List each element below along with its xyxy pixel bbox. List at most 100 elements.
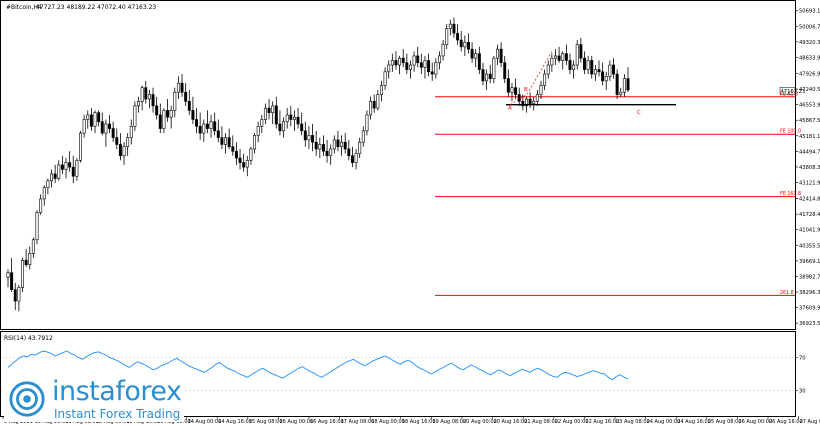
candle-body (408, 64, 412, 70)
fib-level-label: 261.8 (780, 290, 794, 296)
fibonacci-levels: FE 61.8 FE 100.0 FE 161.8 261.8 (435, 91, 801, 296)
price-tick-label: 50693.10 (799, 9, 820, 15)
candle-body (568, 60, 572, 70)
candle-body (300, 123, 304, 132)
candle-body (216, 130, 220, 138)
candle-body (17, 287, 21, 302)
time-tick-label: 19 Aug 08:00 (432, 419, 466, 425)
candle-body (64, 162, 68, 170)
candle-body (586, 60, 590, 70)
main-panel-frame (0, 0, 796, 330)
rsi-panel-frame (0, 331, 796, 417)
price-tick-label: 37609.90 (799, 306, 820, 312)
candle-body (198, 125, 202, 134)
candle-body (307, 135, 311, 141)
candle-body (89, 114, 93, 127)
candle-body (213, 121, 217, 132)
candle-body (209, 121, 213, 129)
candle-body (137, 101, 141, 107)
time-tick-label: 24 Aug 16:00 (677, 419, 711, 425)
candle-body (619, 91, 623, 95)
wave-label: A (508, 105, 512, 111)
candle-body (93, 112, 97, 127)
candle-body (314, 141, 318, 150)
candle-body (231, 146, 235, 152)
candle-body (129, 125, 133, 138)
candle-body (169, 110, 173, 118)
candle-body (108, 123, 111, 129)
candle-body (118, 144, 122, 157)
candle-body (285, 114, 289, 123)
candle-body (506, 78, 510, 93)
candle-body (296, 116, 300, 125)
candle-body (140, 87, 144, 102)
fib-level-label: FE 161.8 (780, 191, 801, 197)
candle-body (525, 98, 528, 107)
time-tick-label: 27 Aug 08:00 (800, 419, 820, 425)
candle-body (437, 55, 441, 64)
candle-body (220, 137, 224, 145)
candlesticks (6, 17, 630, 312)
candle-body (383, 71, 387, 86)
candle-body (303, 130, 307, 141)
candle-body (292, 116, 296, 120)
candle-body (441, 44, 445, 57)
price-tick-label: 47240.50 (799, 87, 820, 93)
time-tick-label: 20 Aug 16:00 (494, 419, 528, 425)
price-tick-label: 50006.70 (799, 24, 820, 30)
candle-body (60, 164, 64, 170)
time-tick-label: 12 Aug 00:00 (96, 419, 130, 425)
price-tick-label: 45181.10 (799, 134, 820, 140)
time-tick-label: 23 Aug 08:00 (616, 419, 650, 425)
candle-body (416, 55, 420, 64)
candle-body (242, 162, 246, 168)
candle-body (499, 48, 503, 64)
price-tick-label: 41728.40 (799, 212, 820, 218)
candle-body (579, 44, 583, 59)
candle-body (350, 155, 354, 163)
candle-body (39, 198, 43, 213)
price-tick-label: 43121.90 (799, 181, 820, 187)
price-tick-label: 47926.90 (799, 71, 820, 77)
time-tick-label: 16 Aug 00:00 (279, 419, 313, 425)
candle-body (615, 73, 619, 95)
price-tick-label: 40355.50 (799, 243, 820, 249)
candle-body (176, 82, 180, 93)
candle-body (249, 148, 253, 161)
candle-body (82, 119, 86, 134)
candle-body (543, 73, 547, 86)
candle-body (224, 137, 228, 145)
candle-body (202, 123, 206, 134)
candle-body (612, 64, 615, 75)
candle-body (423, 60, 427, 68)
price-tick-label: 41041.90 (799, 228, 820, 234)
price-tick-label: 42414.80 (799, 197, 820, 203)
candle-body (318, 144, 322, 150)
candle-body (191, 110, 195, 120)
time-tick-label: 20 Aug 00:00 (463, 419, 497, 425)
rsi-tick-label: 70 (799, 356, 806, 362)
candle-body (485, 73, 489, 82)
candle-body (336, 139, 340, 148)
fib-level-label: FE 100.0 (780, 129, 801, 135)
time-tick-label: 21 Aug 08:00 (524, 419, 558, 425)
price-tick-label: 44494.70 (799, 149, 820, 155)
candle-body (590, 60, 594, 75)
time-tick-label: 22 Aug 16:00 (585, 419, 619, 425)
candle-body (332, 139, 336, 150)
time-tick-label: 13 Aug 08:00 (157, 419, 191, 425)
candle-body (459, 39, 463, 48)
candle-body (369, 101, 373, 116)
ohlc-header: 47727.23 48189.22 47072.40 47163.23 (36, 4, 156, 11)
candle-body (477, 53, 481, 70)
candle-body (557, 55, 561, 61)
candle-body (495, 48, 499, 59)
current-price-tag (779, 87, 796, 95)
candle-body (539, 85, 543, 95)
candle-body (289, 114, 293, 120)
candle-body (387, 64, 391, 73)
candle-body (28, 253, 32, 266)
rsi-tick-label: 30 (799, 388, 806, 394)
candle-body (31, 239, 35, 254)
